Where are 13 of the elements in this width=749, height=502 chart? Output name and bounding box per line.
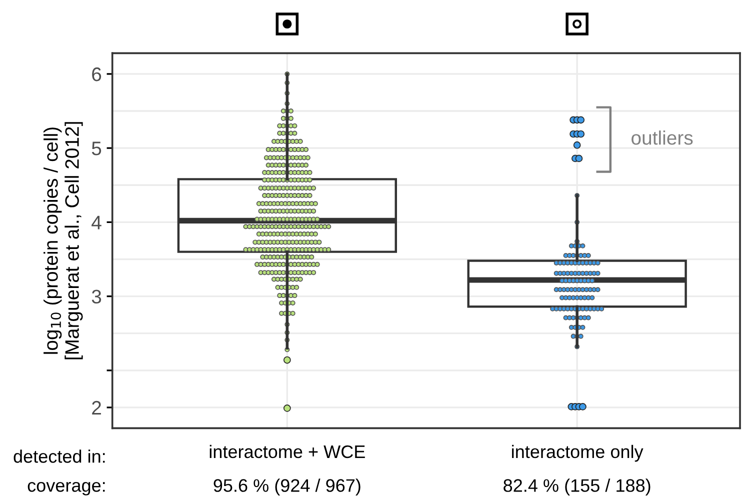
annotation: outliers	[632, 130, 693, 145]
text: detected in:	[14, 450, 105, 463]
y-tick-label: 2	[92, 400, 101, 414]
text: 82.4 % (155 / 188)	[504, 478, 650, 496]
y-tick-label: 5	[92, 142, 102, 156]
text: 95.6 % (924 / 967)	[214, 478, 360, 496]
x-tick-label: interactome only	[512, 444, 644, 462]
x-tick-label: interactome + WCE	[210, 444, 365, 458]
y-axis-title: log$_{10}$ (protein copies / cell) [Marguerat et al., Cell 2012]	[44, 122, 83, 360]
y-tick-label: 4	[92, 216, 102, 230]
text: coverage:	[28, 482, 105, 496]
y-tick-label: 6	[92, 67, 102, 82]
y-tick-label: 3	[92, 290, 102, 304]
